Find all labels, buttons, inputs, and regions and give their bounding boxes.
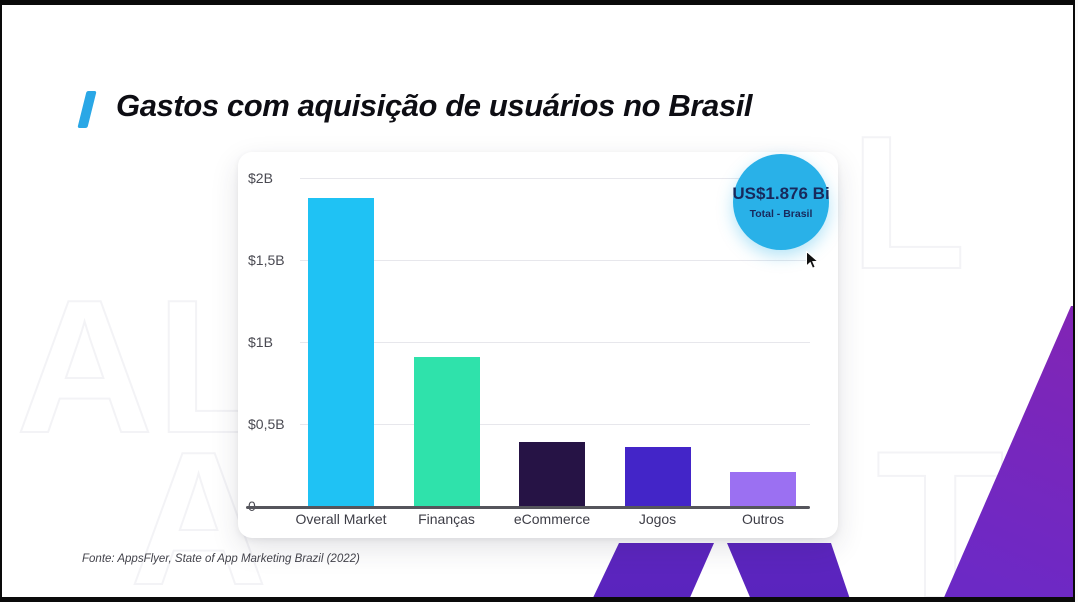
title-accent-bar: [77, 91, 97, 128]
gridline: [300, 424, 810, 425]
y-tick-label: $1B: [248, 334, 273, 350]
total-badge-caption: Total - Brasil: [749, 208, 813, 220]
bar: [730, 471, 796, 506]
y-tick-label: $0,5B: [248, 416, 285, 432]
bar: [624, 446, 691, 506]
frame-edge-bottom: [0, 597, 1078, 602]
gridline: [300, 342, 810, 343]
y-tick-label: $2B: [248, 170, 273, 186]
x-category-label: Overall Market: [295, 511, 387, 527]
gridline: [300, 260, 810, 261]
x-category-label: eCommerce: [513, 511, 591, 527]
gridline: [300, 178, 810, 179]
bar-chart: $2B$1,5B$1B$0,5B0Overall MarketFinançase…: [238, 152, 838, 538]
x-category-label: Finanças: [418, 511, 475, 527]
x-axis-line: [246, 506, 810, 509]
total-badge: US$1.876 Bi Total - Brasil: [732, 154, 830, 250]
bar: [519, 442, 585, 506]
total-badge-value: US$1.876 Bi: [732, 184, 830, 203]
watermark-letter: A: [15, 261, 160, 473]
x-category-label: Outros: [741, 511, 784, 527]
slide-header: Gastos com aquisição de usuários no Bras…: [77, 88, 753, 128]
frame-edge-top: [0, 0, 1078, 5]
source-note: Fonte: AppsFlyer, State of App Marketing…: [82, 553, 360, 565]
frame-edge-left: [0, 0, 2, 602]
frame-edge-right-margin: [1075, 0, 1078, 602]
x-category-label: Jogos: [638, 511, 677, 527]
bar: [308, 198, 374, 506]
frame-edge-right: [1073, 0, 1075, 602]
watermark-letter: L: [849, 97, 973, 309]
mouse-cursor: [806, 251, 820, 269]
bar: [413, 356, 480, 506]
chart-card: $2B$1,5B$1B$0,5B0Overall MarketFinançase…: [238, 152, 838, 538]
y-tick-label: $1,5B: [248, 252, 285, 268]
page-title: Gastos com aquisição de usuários no Bras…: [116, 88, 753, 123]
